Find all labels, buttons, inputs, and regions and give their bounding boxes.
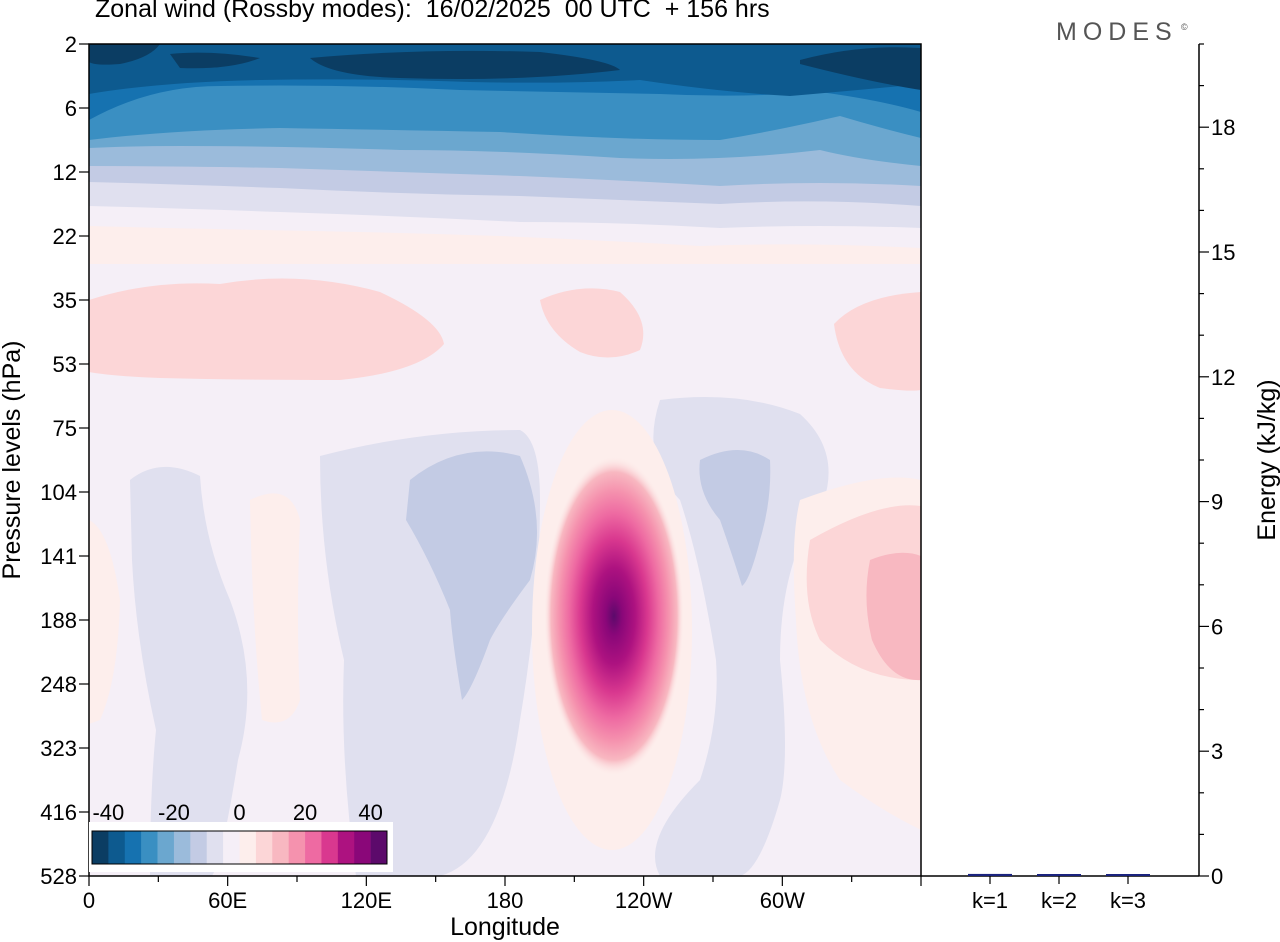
- energy-category-label: k=3: [1110, 888, 1146, 913]
- colorbar-tick-label: -20: [158, 800, 190, 825]
- x-tick-label: 60E: [208, 888, 247, 913]
- colorbar-swatch: [305, 831, 322, 864]
- colorbar-tick-label: -40: [92, 800, 124, 825]
- y-tick-label: 6: [65, 96, 77, 121]
- y-tick-label: 2: [65, 32, 77, 57]
- energy-bar-k1: [968, 873, 1012, 876]
- x-tick-label: 120E: [341, 888, 392, 913]
- colorbar-swatch: [223, 831, 240, 864]
- y-tick-label: 248: [40, 672, 77, 697]
- colorbar-swatch: [206, 831, 224, 864]
- heatmap-field: [89, 44, 921, 876]
- energy-tick-label: 12: [1211, 365, 1235, 390]
- y-tick-label: 141: [40, 544, 77, 569]
- colorbar-swatch: [370, 831, 388, 864]
- core-minus-40-east: [310, 50, 620, 79]
- lobe-plus-5-west: [250, 493, 300, 723]
- energy-tick-label: 18: [1211, 115, 1235, 140]
- colorbar-swatch: [173, 831, 191, 864]
- energy-ticks: 0 3 6 9 12 15 18: [1199, 43, 1235, 889]
- energy-axis-label: Energy (kJ/kg): [1253, 379, 1280, 540]
- colorbar-tick-label: 40: [358, 800, 382, 825]
- x-tick-label: 60W: [760, 888, 805, 913]
- x-tick-label: 0: [83, 888, 95, 913]
- colorbar-swatch: [141, 831, 158, 864]
- y-tick-label: 416: [40, 800, 77, 825]
- colorbar-swatch: [288, 831, 306, 864]
- energy-tick-label: 9: [1211, 490, 1223, 515]
- lobe-minus-5-east: [653, 397, 829, 876]
- energy-panel: [921, 44, 1199, 876]
- x-tick-label: 120W: [615, 888, 673, 913]
- energy-category-label: k=1: [972, 888, 1008, 913]
- core-minus-10-central: [406, 451, 538, 700]
- colorbar-swatch: [337, 831, 355, 864]
- chart-title: Zonal wind (Rossby modes): 16/02/2025 00…: [95, 0, 770, 23]
- jet-core: [544, 456, 684, 776]
- brand-logo: MODES: [1056, 18, 1178, 46]
- energy-bars: k=1 k=2 k=3: [968, 873, 1150, 913]
- core-minus-10-east: [699, 450, 771, 586]
- energy-tick-label: 6: [1211, 614, 1223, 639]
- y-tick-label: 528: [40, 864, 77, 889]
- lobe-minus-5-west: [130, 466, 248, 876]
- colorbar-swatch: [239, 831, 257, 864]
- brand-copyright-mark: ©: [1181, 22, 1188, 32]
- blob-plus-10-central: [540, 288, 644, 358]
- core-minus-40-central: [170, 52, 260, 69]
- colorbar-swatch: [92, 831, 109, 864]
- core-minus-40-far-east: [800, 47, 921, 90]
- y-tick-label: 53: [53, 352, 77, 377]
- y-tick-label: 75: [53, 416, 77, 441]
- colorbar-swatch: [255, 831, 273, 864]
- colorbar-tick-label: 0: [233, 800, 245, 825]
- energy-tick-label: 0: [1211, 864, 1223, 889]
- colorbar-swatch: [190, 831, 208, 864]
- colorbar-swatch: [157, 831, 175, 864]
- energy-bar-k2: [1037, 874, 1081, 876]
- colorbar: -40 -20 0 20 40: [89, 800, 393, 872]
- blob-plus-10-east: [834, 292, 921, 391]
- colorbar-swatch: [321, 831, 339, 864]
- y-axis-label: Pressure levels (hPa): [0, 341, 26, 580]
- y-tick-label: 188: [40, 608, 77, 633]
- y-tick-label: 323: [40, 736, 77, 761]
- colorbar-frame: [91, 830, 388, 865]
- x-tick-label: 180: [487, 888, 524, 913]
- core-minus-40-west: [89, 44, 160, 65]
- y-ticks: 2 6 12 22 35 53 75 104 141 188 248 323 416 528: [40, 32, 89, 889]
- blob-plus-10-west: [89, 278, 444, 380]
- energy-tick-label: 15: [1211, 240, 1235, 265]
- y-tick-label: 104: [40, 480, 77, 505]
- energy-bar-k3: [1106, 874, 1150, 876]
- colorbar-swatch: [354, 831, 371, 864]
- y-tick-label: 35: [53, 288, 77, 313]
- colorbar-tick-label: 20: [293, 800, 317, 825]
- x-ticks: 0 60E 120E 180 120W 60W: [83, 876, 922, 913]
- colorbar-swatch: [108, 831, 126, 864]
- y-tick-label: 12: [53, 160, 77, 185]
- y-tick-label: 22: [53, 224, 77, 249]
- colorbar-swatch: [272, 831, 289, 864]
- energy-category-label: k=2: [1041, 888, 1077, 913]
- colorbar-swatch: [124, 831, 142, 864]
- energy-tick-label: 3: [1211, 739, 1223, 764]
- x-axis-label: Longitude: [450, 913, 560, 941]
- core-plus-15-east: [866, 552, 921, 681]
- lobe-plus-5-edge: [89, 520, 120, 724]
